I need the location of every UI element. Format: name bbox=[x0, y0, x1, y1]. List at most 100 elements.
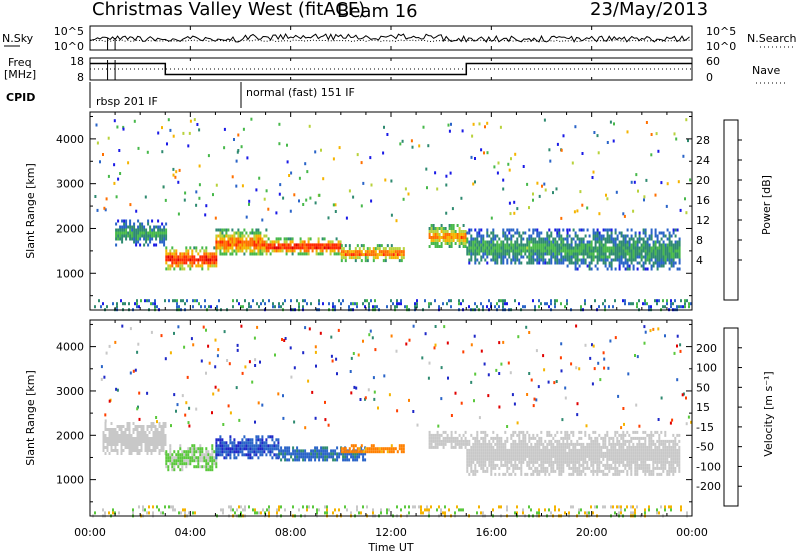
power-cell bbox=[506, 253, 508, 256]
velocity-scatter-cell bbox=[658, 418, 660, 421]
power-cell bbox=[496, 235, 498, 238]
velocity-cell bbox=[185, 453, 187, 456]
velocity-cell bbox=[512, 452, 514, 455]
power-cell bbox=[117, 229, 119, 232]
power-cell bbox=[575, 259, 577, 262]
power-cell bbox=[177, 258, 179, 261]
velocity-clutter-cell bbox=[180, 511, 182, 514]
power-scatter-cell bbox=[532, 193, 534, 196]
power-clutter-cell bbox=[584, 299, 586, 302]
power-cell bbox=[115, 244, 117, 247]
velocity-cell bbox=[666, 458, 668, 461]
velocity-cell bbox=[590, 449, 592, 452]
velocity-cell bbox=[610, 437, 612, 440]
power-cell bbox=[431, 239, 433, 242]
velocity-cell bbox=[153, 437, 155, 440]
velocity-cell bbox=[135, 446, 137, 449]
power-cell bbox=[169, 252, 171, 255]
power-cell bbox=[302, 240, 304, 243]
velocity-cell bbox=[562, 443, 564, 446]
velocity-cell bbox=[185, 462, 187, 465]
velocity-cell bbox=[476, 449, 478, 452]
power-cell bbox=[341, 253, 343, 256]
velocity-cell bbox=[306, 455, 308, 458]
velocity-cell bbox=[512, 464, 514, 467]
velocity-cell bbox=[658, 458, 660, 461]
velocity-cell bbox=[127, 446, 129, 449]
velocity-cell bbox=[558, 473, 560, 476]
power-cell bbox=[259, 232, 261, 235]
velocity-cell bbox=[514, 452, 516, 455]
velocity-clutter-cell bbox=[298, 508, 300, 511]
velocity-cell bbox=[492, 467, 494, 470]
power-scatter-cell bbox=[403, 198, 405, 201]
power-cell bbox=[490, 247, 492, 250]
power-cell bbox=[528, 262, 530, 265]
power-cell bbox=[601, 259, 603, 262]
power-clutter-cell bbox=[134, 302, 136, 305]
power-clutter-cell bbox=[172, 299, 174, 302]
power-scatter-cell bbox=[474, 180, 476, 183]
power-cell bbox=[675, 253, 677, 256]
power-clutter-cell bbox=[598, 305, 600, 308]
power-clutter-cell bbox=[688, 305, 690, 308]
power-cell bbox=[609, 229, 611, 232]
power-cell bbox=[165, 246, 167, 249]
power-scatter-cell bbox=[99, 160, 101, 163]
power-cell bbox=[623, 262, 625, 265]
velocity-cell bbox=[650, 431, 652, 434]
velocity-cell bbox=[524, 452, 526, 455]
power-cell bbox=[153, 232, 155, 235]
velocity-cell bbox=[273, 441, 275, 444]
velocity-cell bbox=[592, 431, 594, 434]
power-scatter-cell bbox=[293, 193, 295, 196]
power-cell bbox=[231, 238, 233, 241]
velocity-clutter-cell bbox=[492, 508, 494, 511]
velocity-scatter-cell bbox=[417, 424, 419, 427]
velocity-cell bbox=[496, 452, 498, 455]
velocity-cell bbox=[598, 467, 600, 470]
velocity-cell bbox=[249, 438, 251, 441]
power-cell bbox=[548, 229, 550, 232]
velocity-cell bbox=[498, 449, 500, 452]
power-cell bbox=[663, 265, 665, 268]
velocity-cell bbox=[453, 437, 455, 440]
power-cell bbox=[635, 232, 637, 235]
power-scatter-cell bbox=[498, 162, 500, 165]
power-cell bbox=[530, 253, 532, 256]
power-scatter-cell bbox=[195, 190, 197, 193]
power-cell bbox=[478, 250, 480, 253]
power-clutter-cell bbox=[670, 299, 672, 302]
velocity-cell bbox=[558, 452, 560, 455]
velocity-cell bbox=[185, 459, 187, 462]
velocity-cell bbox=[676, 455, 678, 458]
velocity-cell bbox=[177, 450, 179, 453]
power-scatter-cell bbox=[660, 181, 662, 184]
power-cell bbox=[201, 264, 203, 267]
power-cell bbox=[389, 256, 391, 259]
power-cell bbox=[361, 244, 363, 247]
velocity-cell bbox=[165, 456, 167, 459]
power-cell bbox=[449, 245, 451, 248]
power-cell bbox=[453, 236, 455, 239]
velocity-clutter-cell bbox=[276, 508, 278, 511]
power-cell bbox=[451, 230, 453, 233]
velocity-cell bbox=[482, 458, 484, 461]
velocity-cell bbox=[586, 449, 588, 452]
power-cell bbox=[587, 265, 589, 268]
power-cell bbox=[490, 241, 492, 244]
velocity-clutter-cell bbox=[238, 505, 240, 508]
power-cell bbox=[567, 247, 569, 250]
power-cell bbox=[675, 229, 677, 232]
power-cell bbox=[151, 220, 153, 223]
velocity-cell bbox=[474, 440, 476, 443]
velocity-cell bbox=[107, 443, 109, 446]
power-cell bbox=[536, 235, 538, 238]
velocity-cell bbox=[141, 431, 143, 434]
power-cell bbox=[556, 250, 558, 253]
power-cell bbox=[261, 247, 263, 250]
power-cell bbox=[516, 238, 518, 241]
power-cell bbox=[225, 235, 227, 238]
power-cell bbox=[367, 259, 369, 262]
velocity-cell bbox=[125, 437, 127, 440]
